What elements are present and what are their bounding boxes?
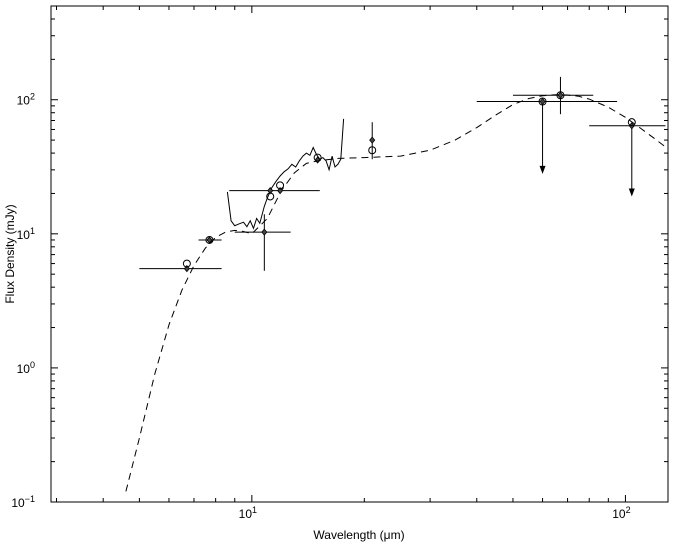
model-flux-marker [556,91,565,100]
observed-marker [557,91,564,99]
y-tick-label: 100 [17,360,35,376]
x-tick-label: 101 [239,505,257,521]
photometry-point [368,122,377,160]
tick-labels: 101 102 10−1 100 101 102 [11,92,630,521]
observed-marker [369,136,376,144]
x-tick-label: 102 [612,505,630,521]
y-tick-label: 102 [17,92,35,108]
irs-spectrum [226,118,345,230]
model-curve-layer [125,94,669,492]
photometry-point [512,76,594,115]
photometry-point [139,259,222,273]
y-tick-label: 10−1 [11,494,35,510]
photometry-point [276,181,285,195]
model-flux-marker [368,146,377,155]
photometry-point [589,118,666,197]
plot-frame [50,5,669,503]
upper-limit-arrowhead [539,165,546,174]
y-axis-label: Flux Density (mJy) [3,204,17,303]
photometry-layer [139,76,666,273]
model-flux-marker [266,192,275,201]
observed-marker [267,186,274,195]
observed-marker [314,156,321,164]
axis-ticks [51,5,668,503]
model-flux-marker [313,153,322,162]
upper-limit-arrowhead [628,188,635,197]
photometry-point [313,153,322,164]
model-flux-marker [627,118,636,127]
observed-marker [261,228,268,236]
observed-marker [539,97,546,106]
model-curve [125,94,669,492]
photometry-point [229,186,320,201]
photometry-point [476,97,618,174]
photometry-point [234,214,291,271]
y-tick-label: 101 [17,226,35,242]
spectrum-layer [226,118,345,230]
model-flux-marker [538,97,547,106]
model-flux-marker [182,259,191,268]
model-flux-marker [205,235,214,244]
x-axis-label: Wavelength (μm) [313,528,404,542]
photometry-point [198,235,222,244]
model-flux-marker [276,181,285,190]
